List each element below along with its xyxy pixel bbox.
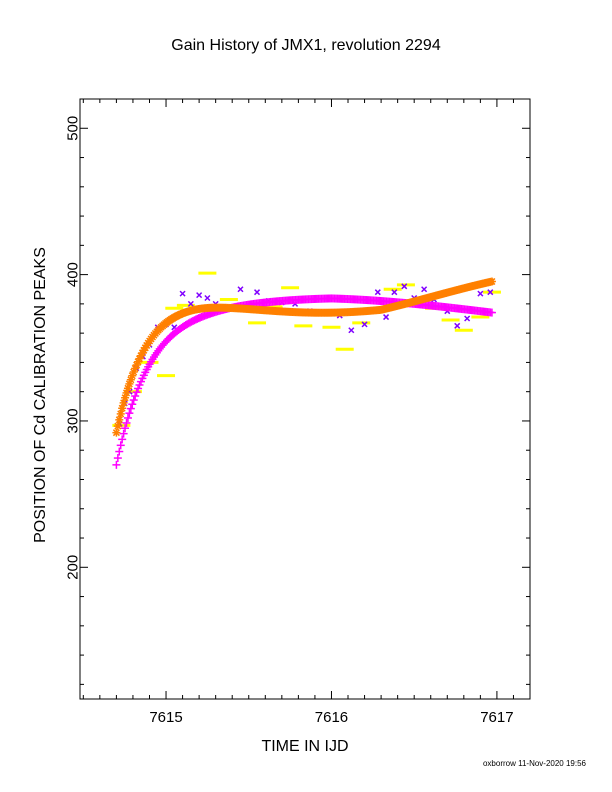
marker-stroke xyxy=(464,315,471,322)
data-point-x xyxy=(348,327,355,334)
data-point-x xyxy=(204,294,211,302)
data-point-star xyxy=(112,428,121,437)
data-point-star xyxy=(113,422,122,431)
x-tick-label: 7615 xyxy=(149,709,182,726)
marker-stroke xyxy=(421,286,428,293)
footer-credit: oxborrow 11-Nov-2020 19:56 xyxy=(482,759,586,768)
marker-stroke xyxy=(114,422,122,430)
chart-title: Gain History of JMX1, revolution 2294 xyxy=(171,37,441,54)
marker-stroke xyxy=(454,322,461,329)
data-point-plus xyxy=(112,460,121,469)
data-point-star xyxy=(487,277,496,286)
data-point-x xyxy=(391,289,398,296)
data-point-plus xyxy=(118,435,127,444)
marker-stroke xyxy=(391,289,398,296)
data-point-x xyxy=(374,289,381,296)
data-point-star xyxy=(118,404,127,413)
data-point-plus xyxy=(115,447,124,456)
plot-frame xyxy=(79,98,531,700)
data-point-plus xyxy=(129,396,138,405)
y-tick-label: 500 xyxy=(65,116,82,141)
marker-stroke xyxy=(374,289,381,296)
marker-stroke xyxy=(348,327,355,334)
data-point-plus xyxy=(126,404,135,413)
data-point-plus xyxy=(122,418,131,427)
tick-labels: 7615 7616 7617 200 300 400 500 xyxy=(65,116,514,726)
data-point-plus xyxy=(134,384,143,393)
data-point-x xyxy=(454,322,461,329)
data-point-plus xyxy=(131,392,140,401)
marker-stroke xyxy=(237,286,244,293)
data-point-x xyxy=(464,315,471,322)
data-point-x xyxy=(383,314,390,321)
data-point-plus xyxy=(125,409,134,418)
marker-stroke xyxy=(383,314,390,321)
marker-stroke xyxy=(477,290,484,297)
data-point-plus xyxy=(123,413,132,422)
marker-stroke xyxy=(361,321,368,328)
data-point-plus xyxy=(121,424,130,433)
data-point-plus xyxy=(116,441,125,450)
x-axis-label: TIME IN IJD xyxy=(261,738,349,755)
data-point-plus xyxy=(128,400,137,409)
x-tick-label: 7617 xyxy=(480,709,513,726)
axes xyxy=(80,98,531,699)
data-point-plus xyxy=(119,429,128,438)
y-tick-label: 400 xyxy=(65,262,82,287)
marker-stroke xyxy=(253,289,261,296)
y-tick-label: 200 xyxy=(65,555,82,580)
data-point-plus xyxy=(113,454,122,463)
marker-stroke xyxy=(187,300,194,307)
data-point-x xyxy=(253,289,261,296)
x-tick-label: 7616 xyxy=(315,709,348,726)
data-point-x xyxy=(196,292,203,299)
data-point-star xyxy=(116,409,125,418)
data-point-x xyxy=(361,321,368,328)
data-point-x xyxy=(487,289,494,296)
marker-stroke xyxy=(204,294,211,302)
y-tick-label: 300 xyxy=(65,408,82,433)
marker-stroke xyxy=(487,289,494,296)
marker-stroke xyxy=(112,429,120,437)
marker-stroke xyxy=(196,292,203,299)
marker-stroke xyxy=(179,290,186,297)
data-point-x xyxy=(179,290,186,297)
data-point-star xyxy=(115,415,124,424)
marker-stroke xyxy=(401,283,408,290)
data-point-x xyxy=(477,290,484,297)
data-point-plus xyxy=(487,308,496,317)
data-point-plus xyxy=(132,388,141,397)
data-marks xyxy=(112,271,501,469)
marker-stroke xyxy=(171,324,178,331)
data-point-x xyxy=(187,300,194,307)
data-point-x xyxy=(421,286,428,293)
data-point-x xyxy=(237,286,244,293)
marker-stroke xyxy=(488,277,496,286)
data-point-x xyxy=(401,283,408,290)
